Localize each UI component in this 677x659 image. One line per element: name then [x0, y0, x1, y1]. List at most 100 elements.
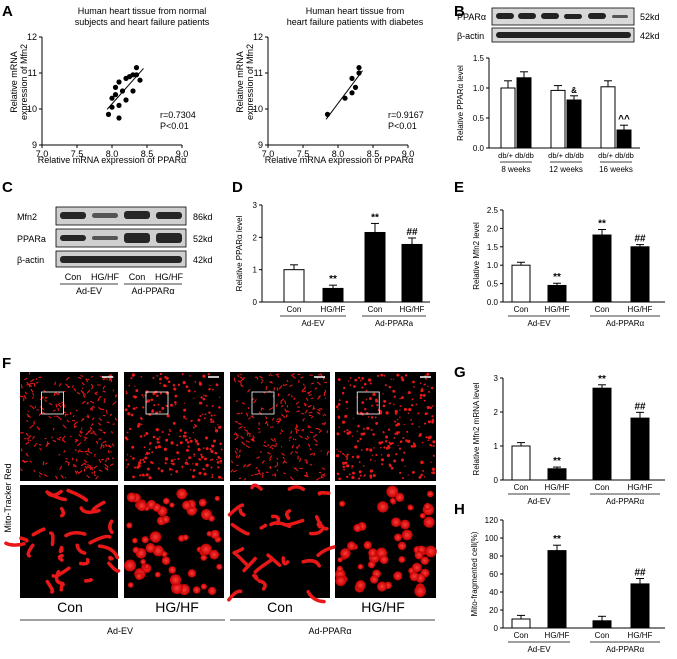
x-tick-label: 7.0 [36, 149, 49, 159]
mitochondrion [431, 415, 434, 418]
mitochondrion [392, 378, 395, 380]
mitochondrion [427, 385, 429, 388]
mitochondrion [405, 439, 408, 442]
mitochondrion [268, 458, 272, 461]
mitochondrion [217, 466, 220, 469]
mitochondrion [58, 436, 62, 439]
mitochondrion [357, 376, 361, 379]
lane-label: Con [129, 272, 146, 282]
mitochondrion [337, 378, 341, 382]
mitochondrion [412, 444, 417, 448]
mitochondrion [142, 406, 145, 409]
mitochondrion [74, 425, 77, 428]
mitochondrion [24, 391, 28, 395]
mitochondrion [208, 387, 211, 391]
mitochondrion [111, 430, 113, 434]
mitochondrion [126, 431, 129, 434]
bar [511, 445, 531, 481]
mitochondrion [30, 378, 35, 383]
mitochondrion [240, 379, 244, 382]
mitochondrion [270, 438, 275, 442]
mitochondrion [370, 416, 374, 419]
mitochondrion [305, 461, 308, 464]
mitochondrion [431, 420, 435, 424]
mitochondrion [276, 387, 279, 391]
mitochondrion [308, 411, 313, 414]
mitochondrion [309, 453, 314, 456]
mitochondrion [411, 562, 422, 573]
mitochondrion [74, 470, 78, 475]
mitochondrion [230, 469, 234, 473]
mitochondrion [372, 392, 376, 397]
mitochondrion [373, 447, 375, 449]
mitochondrion [154, 446, 158, 449]
mitochondrion [427, 420, 430, 423]
panel-f-micrographs [4, 372, 437, 604]
mitochondrion [141, 536, 149, 544]
panel-label-c: C [2, 179, 13, 196]
mitochondrion [238, 426, 243, 429]
mitochondrion [396, 433, 399, 436]
mitochondrion [164, 457, 169, 461]
mitochondrion [365, 398, 368, 401]
mitochondrion [395, 423, 399, 427]
mitochondrion [241, 441, 245, 446]
mitochondrion [73, 388, 77, 392]
mitochondrion [363, 474, 366, 477]
mitochondrion [316, 544, 338, 558]
mitochondrion [24, 378, 28, 380]
mitochondrion [108, 377, 112, 381]
mitochondrion [283, 472, 286, 475]
mitochondrion [126, 454, 129, 456]
mitochondrion [245, 412, 249, 417]
mitochondrion [158, 410, 162, 413]
mitochondrion [351, 475, 355, 480]
mitochondrion [183, 408, 187, 412]
mitochondrion [203, 394, 205, 397]
mitochondrion [126, 522, 133, 529]
mitochondrion [161, 515, 170, 524]
mitochondrion [407, 391, 411, 395]
bar [600, 86, 616, 149]
mitochondrion [431, 418, 435, 422]
mitochondrion [375, 421, 379, 425]
micrograph-zoom [124, 485, 224, 598]
mitochondrion [290, 430, 293, 434]
mitochondrion [263, 441, 266, 444]
chart-title-line: Human heart tissue from [306, 6, 405, 16]
mitochondrion [313, 438, 318, 443]
mitochondrion [290, 373, 295, 376]
mitochondrion [48, 403, 53, 405]
mitochondrion [411, 422, 414, 426]
lane-label: Con [65, 272, 82, 282]
mitochondrion [243, 478, 247, 481]
mitochondrion [346, 407, 348, 410]
mitochondrion [393, 571, 403, 581]
stat-p: P<0.01 [160, 121, 189, 131]
mitochondrion [245, 440, 250, 443]
mitochondrion [124, 408, 128, 412]
mitochondrion [367, 560, 376, 569]
mitochondrion [170, 441, 174, 445]
mitochondrion [186, 463, 189, 465]
x-tick-label: 8.0 [332, 149, 345, 159]
mitochondrion [421, 441, 424, 444]
mitochondrion [144, 453, 147, 456]
mitochondrion [130, 377, 133, 380]
mitochondrion [165, 438, 169, 442]
mitochondrion [423, 516, 435, 528]
mitochondrion [102, 390, 106, 393]
mitochondrion [427, 436, 432, 440]
mitochondrion [342, 465, 346, 469]
mitochondrion [242, 464, 246, 468]
mitochondrion [267, 452, 271, 455]
scatter-A-right: 7.0 7.5 8.0 8.5 9.0 9 10 11 12 [253, 32, 414, 159]
mitochondrion [91, 383, 94, 387]
mitochondrion [208, 515, 215, 522]
mitochondrion [211, 458, 214, 461]
mitochondrion [336, 448, 338, 451]
mitochondrion [234, 450, 237, 454]
mitochondrion [111, 443, 115, 447]
mitochondrion [98, 428, 103, 432]
mitochondrion [55, 475, 58, 480]
